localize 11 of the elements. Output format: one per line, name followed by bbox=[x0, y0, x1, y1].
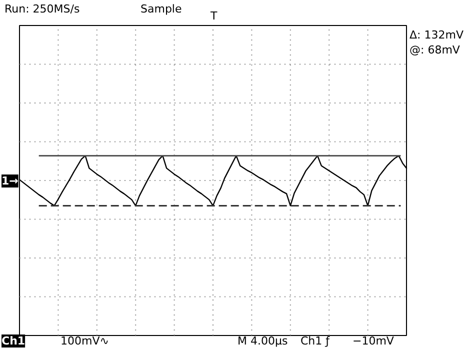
text: Ch1 ƒ bbox=[300, 334, 331, 348]
text: 1→ bbox=[2, 174, 18, 188]
text: Δ: 132mV bbox=[410, 28, 464, 42]
text: −10mV bbox=[352, 334, 394, 348]
text: 100mV∿ bbox=[60, 334, 109, 348]
text: @: 68mV bbox=[410, 44, 460, 56]
text: Ch1 bbox=[2, 334, 26, 348]
text: Sample bbox=[140, 2, 182, 16]
text: T bbox=[210, 10, 218, 22]
text: M 4.00µs bbox=[238, 334, 288, 348]
text: Run: 250MS/s bbox=[4, 2, 80, 16]
